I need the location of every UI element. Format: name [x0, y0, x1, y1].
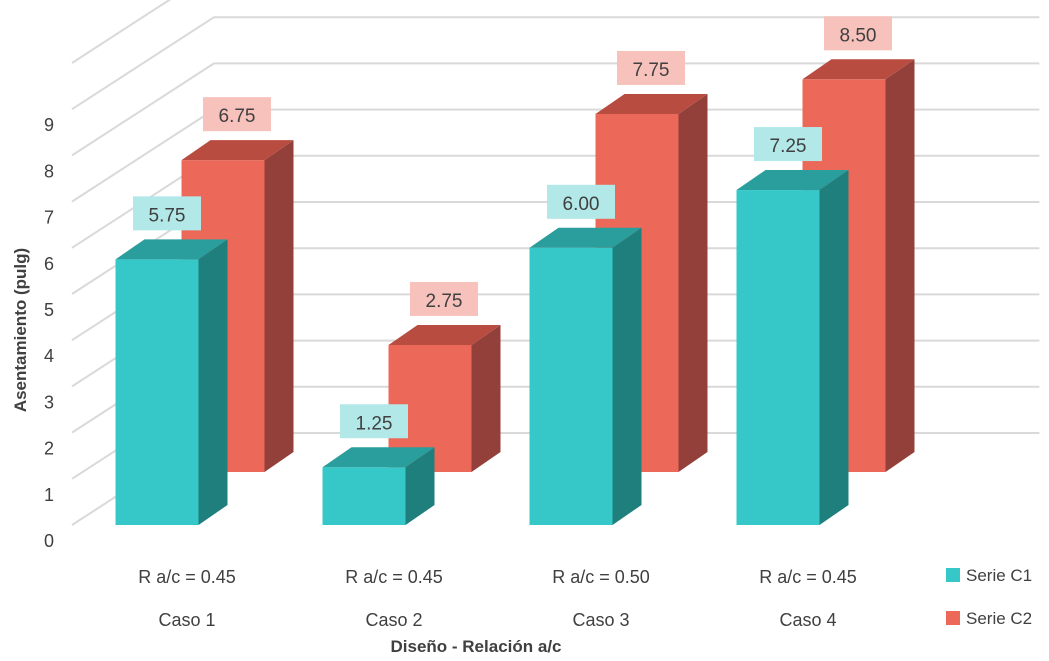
- data-label-text: 8.50: [840, 25, 877, 46]
- legend-label: Serie C2: [966, 609, 1032, 628]
- x-category-sublabel: R a/c = 0.45: [759, 567, 857, 587]
- legend-swatch: [946, 611, 960, 625]
- bar-side-face: [264, 140, 294, 472]
- data-label-text: 5.75: [149, 205, 186, 226]
- bar-top-face: [115, 239, 228, 260]
- y-axis-title: Asentamiento (pulg): [11, 248, 30, 412]
- data-label-c1-2: 1.25: [340, 404, 408, 439]
- legend-item-1: Serie C1: [946, 566, 1032, 585]
- x-axis-title: Diseño - Relación a/c: [391, 637, 562, 656]
- x-category-sublabel: R a/c = 0.45: [138, 567, 236, 587]
- bar-side-face: [819, 170, 849, 526]
- data-label-text: 7.25: [770, 136, 807, 157]
- gridline-depth: [71, 16, 215, 111]
- y-tick-label: 8: [44, 161, 54, 181]
- bar-side-face: [471, 324, 501, 472]
- x-category-label: Caso 2: [365, 610, 422, 630]
- legend-label: Serie C1: [966, 566, 1032, 585]
- y-tick-label: 6: [44, 254, 54, 274]
- bar-top-face: [802, 59, 915, 80]
- bar-top-face: [388, 324, 501, 345]
- y-tick-label: 5: [44, 300, 54, 320]
- bar-front-face: [736, 190, 820, 526]
- data-label-c1-3: 6.00: [547, 184, 615, 219]
- data-label-c1-4: 7.25: [754, 127, 822, 162]
- bar-c1-1: [115, 239, 228, 525]
- data-label-text: 1.25: [356, 413, 393, 434]
- bar-front-face: [322, 467, 406, 525]
- data-label-bg: [133, 196, 201, 231]
- legend-swatch: [946, 568, 960, 582]
- bar-top-face: [595, 93, 708, 114]
- bar-top-face: [529, 227, 642, 248]
- y-tick-label: 3: [44, 392, 54, 412]
- x-axis-ticks: R a/c = 0.45 Caso 1 R a/c = 0.45 Caso 2 R a/…: [138, 567, 857, 630]
- x-category-sublabel: R a/c = 0.45: [345, 567, 443, 587]
- x-category-label: Caso 1: [158, 610, 215, 630]
- x-category-sublabel: R a/c = 0.50: [552, 567, 650, 587]
- data-label-text: 2.75: [426, 291, 463, 312]
- data-label-bg: [340, 404, 408, 439]
- x-category-label: Caso 3: [572, 610, 629, 630]
- data-label-text: 7.75: [633, 60, 670, 81]
- data-label-c2-1: 6.75: [203, 97, 271, 132]
- data-label-text: 6.00: [563, 194, 600, 215]
- bar-front-face: [529, 247, 613, 526]
- data-label-bg: [203, 97, 271, 132]
- bar-side-face: [405, 447, 435, 525]
- y-tick-label: 7: [44, 208, 54, 228]
- bar-side-face: [885, 59, 915, 473]
- bar-side-face: [678, 93, 708, 472]
- y-tick-label: 1: [44, 485, 54, 505]
- y-tick-label: 0: [44, 531, 54, 551]
- bars: [115, 59, 915, 526]
- bar-c1-3: [529, 227, 642, 526]
- data-label-bg: [617, 50, 685, 85]
- data-label-text: 6.75: [219, 106, 256, 127]
- x-category-label: Caso 4: [779, 610, 836, 630]
- data-label-c2-3: 7.75: [617, 50, 685, 85]
- y-tick-label: 2: [44, 439, 54, 459]
- gridline-depth: [71, 108, 215, 203]
- bar-top-face: [322, 447, 435, 468]
- bar-top-face: [736, 170, 849, 191]
- data-label-c2-2: 2.75: [410, 281, 478, 316]
- data-labels: 6.75 2.75 7.75 8.50 5.75 1.25 6.00 7.25: [133, 16, 892, 439]
- gridline-depth: [71, 62, 215, 157]
- data-label-c1-1: 5.75: [133, 196, 201, 231]
- data-label-bg: [824, 16, 892, 51]
- bar-top-face: [181, 140, 294, 161]
- bar-front-face: [115, 259, 199, 525]
- data-label-bg: [754, 127, 822, 162]
- legend: Serie C1 Serie C2: [946, 566, 1032, 628]
- bar-c1-4: [736, 170, 849, 526]
- bar-side-face: [198, 239, 228, 525]
- data-label-c2-4: 8.50: [824, 16, 892, 51]
- gridline-depth: [71, 0, 172, 64]
- y-axis-ticks: 0 1 2 3 4 5 6 7 8 9: [44, 115, 54, 551]
- y-tick-label: 4: [44, 346, 54, 366]
- data-label-bg: [410, 281, 478, 316]
- y-tick-label: 9: [44, 115, 54, 135]
- bar-side-face: [612, 227, 642, 526]
- legend-item-2: Serie C2: [946, 609, 1032, 628]
- data-label-bg: [547, 184, 615, 219]
- bar-c1-2: [322, 447, 435, 525]
